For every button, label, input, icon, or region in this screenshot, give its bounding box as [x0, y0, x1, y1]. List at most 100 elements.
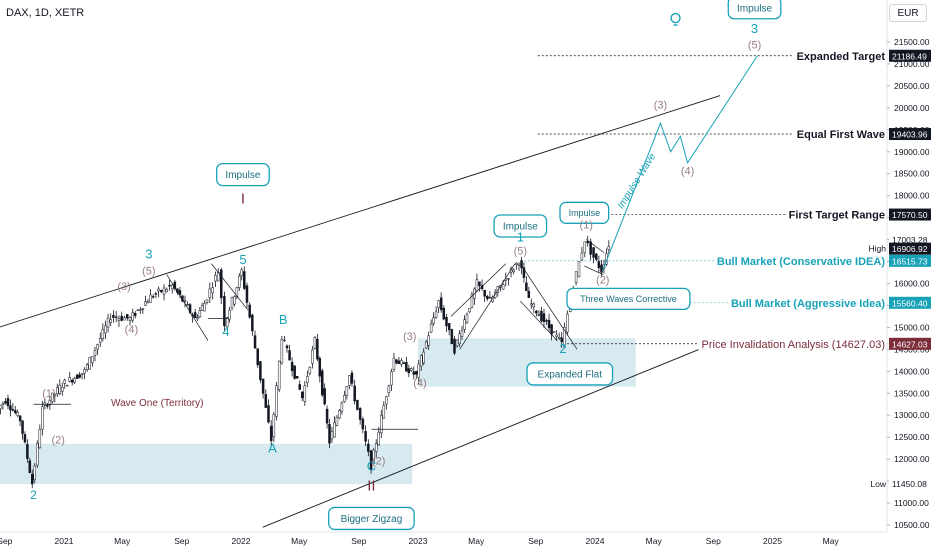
price-tag-text: 19403.96 [892, 130, 928, 140]
candle-body [295, 375, 299, 379]
price-tag-text: 17570.50 [892, 210, 928, 220]
candle-body [402, 362, 406, 364]
candle-body [16, 412, 19, 416]
candle-body [61, 386, 64, 392]
price-tag-text: 15560.40 [892, 298, 928, 308]
candle-body [123, 317, 126, 321]
candle-body [460, 330, 464, 337]
candle-body [78, 374, 81, 378]
candle-body [198, 310, 202, 318]
projected-wave-path [602, 55, 758, 271]
time-axis-label: 2022 [232, 536, 251, 546]
candle-body [141, 308, 145, 310]
candle-body [63, 379, 67, 384]
candle-body [243, 271, 246, 289]
price-tag-2 [889, 208, 931, 221]
candle-body [475, 279, 479, 292]
candle-body [188, 304, 192, 313]
candle-body [470, 294, 474, 308]
candle-body [350, 372, 354, 384]
candle-body [214, 275, 217, 282]
candle-body [4, 401, 7, 404]
candle-body [318, 358, 322, 377]
candle-body [385, 396, 388, 405]
candle-body [560, 337, 563, 343]
candle-body [58, 384, 62, 394]
candle-body [356, 399, 359, 410]
plot-area[interactable]: 1 (5) 2 (1) (2) Wave One (Territory) 3 (5) (3) (4… [0, 0, 887, 531]
current-price-text: 16906.92 [892, 244, 928, 254]
level-label-0: Expanded Target [797, 51, 886, 63]
candle-body [83, 369, 86, 374]
candle-body [280, 339, 284, 364]
channel-lower-line [262, 342, 716, 528]
candle-body [259, 361, 262, 381]
candle-body [131, 312, 134, 321]
level-label-3: Bull Market (Conservative IDEA) [717, 256, 885, 268]
candle-body [532, 303, 536, 308]
candle-body [26, 444, 29, 459]
candle-body [205, 299, 209, 303]
candle-body [186, 304, 189, 306]
wave-label-text: Impulse [503, 222, 538, 233]
candle-body [463, 319, 466, 330]
trend-line-1 [166, 274, 209, 341]
candle-body [580, 252, 584, 261]
wave-label-box [526, 362, 614, 386]
candle-body [65, 384, 69, 387]
support-zone-2020-2022 [0, 443, 413, 485]
candle-body [468, 308, 471, 313]
candle-body [104, 325, 107, 334]
candle-body [410, 368, 413, 371]
candle-body [566, 313, 569, 333]
candle-body [93, 350, 97, 356]
wave-label-box [566, 287, 691, 311]
candle-body [233, 295, 236, 305]
candle-body [53, 393, 57, 397]
candle-body [285, 345, 289, 349]
level-label-4: Bull Market (Aggressive Idea) [731, 298, 885, 310]
currency-button[interactable]: EUR [889, 4, 927, 22]
wave-label-text: (1) [42, 388, 55, 400]
wave-label-box [727, 0, 782, 20]
candle-body [112, 314, 115, 318]
candle-body [586, 241, 589, 244]
candle-body [11, 409, 15, 411]
candle-body [98, 338, 102, 343]
candle-body [154, 293, 158, 295]
candle-body [345, 386, 349, 396]
candle-body [85, 364, 89, 370]
candle-body [109, 319, 112, 323]
candle-body [230, 297, 234, 309]
time-axis-label: Sep [174, 536, 189, 546]
candle-body [146, 301, 150, 304]
candle-body [478, 281, 481, 286]
candle-body [367, 443, 370, 452]
candle-body [412, 371, 416, 375]
lightbulb-icon [670, 12, 681, 24]
trend-line-3 [459, 263, 516, 350]
candle-body [23, 434, 27, 443]
candle-body [245, 285, 249, 303]
trend-line-5 [520, 263, 578, 350]
time-axis-label: Sep [528, 536, 543, 546]
wave-label-text: Three Waves Corrective [580, 294, 677, 304]
candle-body [333, 422, 336, 438]
high-tag [889, 233, 931, 246]
candle-body [542, 313, 546, 323]
candle-body [283, 339, 286, 342]
wave-label-text: 4 [222, 324, 229, 339]
price-tag-text: 16515.73 [892, 256, 928, 266]
candle-body [491, 296, 494, 302]
candle-body [501, 284, 505, 290]
candle-body [68, 377, 71, 382]
channel-upper-line [0, 95, 721, 328]
candle-body [114, 316, 118, 318]
candle-body [432, 317, 435, 324]
candle-body [340, 402, 344, 412]
candle-body [330, 431, 334, 440]
price-tag-text: 21186.49 [892, 51, 927, 61]
price-axis-label: 15000.00 [894, 322, 930, 332]
candle-body [600, 264, 603, 273]
